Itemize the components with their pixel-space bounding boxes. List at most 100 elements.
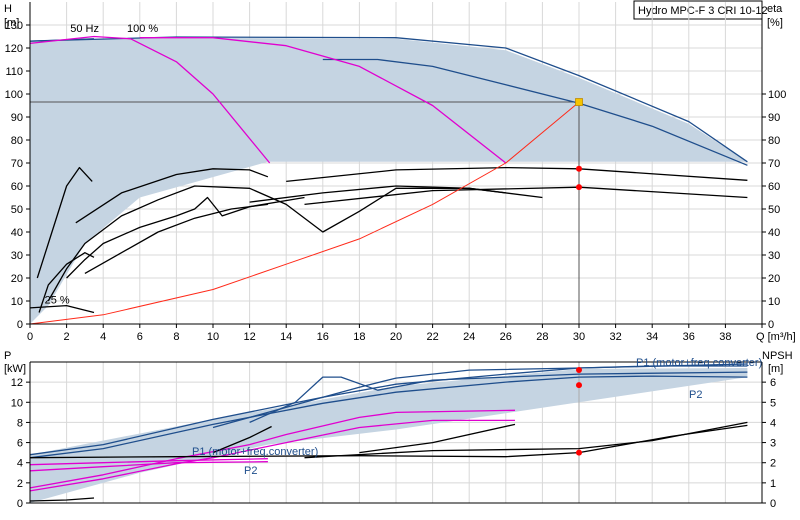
x-tick-label: 30: [573, 331, 585, 343]
y-tick-label-left: 120: [5, 43, 23, 55]
x-tick-label: 36: [683, 331, 695, 343]
curve-curve_black-13: [29, 304, 95, 314]
x-tick-label: 0: [27, 331, 33, 343]
curve-curve_black-12: [84, 203, 268, 274]
y-tick-label-left: 130: [5, 20, 23, 32]
y-tick-label-left: 0: [17, 319, 23, 331]
operating-range-band: [30, 37, 748, 324]
curve-curve_black-11: [212, 425, 272, 454]
eta-point-0: [576, 165, 582, 172]
curve-system_curve-15: [29, 101, 580, 325]
y-tick-label-right: 100: [768, 89, 786, 101]
chart-title: Hydro MPC-F 3 CRI 10-12: [638, 5, 768, 17]
x-axis-label: Q [m³/h]: [756, 331, 796, 343]
curve-curve_black-10: [29, 497, 95, 502]
curve-curve_blue-1: [29, 375, 748, 459]
y-tick-label-left: 0: [17, 498, 23, 510]
series-label-p2-upper: P2: [689, 389, 702, 401]
x-tick-label: 26: [500, 331, 512, 343]
y-tick-label-right: 0: [768, 319, 774, 331]
y-tick-label-right: 2: [770, 458, 776, 470]
y-tick-label-left: 50: [11, 204, 23, 216]
y-axis-label-right: eta: [767, 3, 783, 15]
curve-curve_black-10: [36, 166, 93, 279]
y-axis-unit-right: [%]: [767, 17, 783, 29]
y-tick-label-left: 40: [11, 227, 23, 239]
curve-curve_black-9: [47, 185, 506, 302]
curve-curve_magenta-5: [29, 419, 515, 492]
x-tick-label: 32: [609, 331, 621, 343]
series-label-p2-lower: P2: [244, 465, 257, 477]
curve-curve_magenta-3: [29, 35, 271, 164]
power-range-band: [30, 368, 748, 503]
curve-curve_black-8: [304, 186, 748, 206]
y-axis-unit-right: [m]: [768, 363, 783, 375]
x-tick-label: 16: [317, 331, 329, 343]
y-axis-unit-left: [kW]: [4, 363, 26, 375]
y-tick-label-right: 6: [770, 377, 776, 389]
curve-curve_magenta-4: [139, 37, 507, 164]
y-tick-label-right: 60: [768, 181, 780, 193]
curve-curve_magenta-7: [29, 461, 268, 472]
curve-curve_blue-0: [29, 36, 748, 163]
y-tick-label-left: 110: [5, 66, 23, 78]
x-tick-label: 34: [646, 331, 658, 343]
x-tick-label: 24: [463, 331, 475, 343]
y-axis-label-left: H: [4, 3, 12, 15]
y-axis-label-right: NPSH: [762, 350, 793, 362]
y-tick-label-left: 80: [11, 135, 23, 147]
y-tick-label-left: 10: [11, 296, 23, 308]
y-tick-label-left: 70: [11, 158, 23, 170]
y-tick-label-left: 12: [11, 377, 23, 389]
x-tick-label: 6: [137, 331, 143, 343]
y-tick-label-right: 40: [768, 227, 780, 239]
curve-curve_blue-3: [249, 371, 748, 423]
y-tick-label-left: 100: [5, 89, 23, 101]
curve-curve_magenta-6: [29, 458, 268, 466]
y-tick-label-right: 50: [768, 204, 780, 216]
duty-point-marker: [575, 98, 583, 106]
x-tick-label: 10: [207, 331, 219, 343]
y-tick-label-left: 6: [17, 438, 23, 450]
power-point-1: [576, 382, 582, 389]
x-tick-label: 18: [353, 331, 365, 343]
x-tick-label: 22: [426, 331, 438, 343]
curve-curve_blue-1: [322, 58, 748, 166]
y-axis-unit-left: [m]: [4, 17, 19, 29]
x-tick-label: 8: [173, 331, 179, 343]
y-tick-label-right: 10: [768, 296, 780, 308]
y-tick-label-left: 4: [17, 458, 23, 470]
power-point-0: [576, 367, 582, 374]
curve-curve_black-7: [286, 166, 748, 183]
y-tick-label-right: 0: [770, 498, 776, 510]
series-label-p1-lower: P1 (motor+freq.converter): [192, 446, 318, 458]
annotation-2: 25 %: [45, 294, 70, 306]
curve-curve_magenta-4: [29, 409, 516, 489]
curve-curve_black-14: [38, 252, 95, 313]
y-tick-label-right: 3: [770, 438, 776, 450]
x-tick-label: 28: [536, 331, 548, 343]
x-tick-label: 20: [390, 331, 402, 343]
x-tick-label: 12: [243, 331, 255, 343]
power-point-2: [576, 449, 582, 456]
y-tick-label-right: 1: [770, 478, 776, 490]
annotation-1: 100 %: [127, 23, 158, 35]
annotation-0: 50 Hz: [70, 23, 99, 35]
x-tick-label: 14: [280, 331, 292, 343]
y-tick-label-right: 80: [768, 135, 780, 147]
curve-curve_black-5: [75, 168, 269, 224]
y-tick-label-left: 8: [17, 417, 23, 429]
y-tick-label-left: 30: [11, 250, 23, 262]
y-tick-label-left: 10: [11, 397, 23, 409]
y-tick-label-right: 4: [770, 417, 776, 429]
y-tick-label-left: 60: [11, 181, 23, 193]
y-axis-label-left: P: [4, 350, 11, 362]
head-chart: 0102030405060708090100110120130010203040…: [4, 2, 796, 343]
curve-curve_black-12: [359, 423, 516, 454]
y-tick-label-right: 90: [768, 112, 780, 124]
x-tick-label: 4: [100, 331, 106, 343]
series-label-p1-upper: P1 (motor+freq.converter): [636, 357, 762, 369]
